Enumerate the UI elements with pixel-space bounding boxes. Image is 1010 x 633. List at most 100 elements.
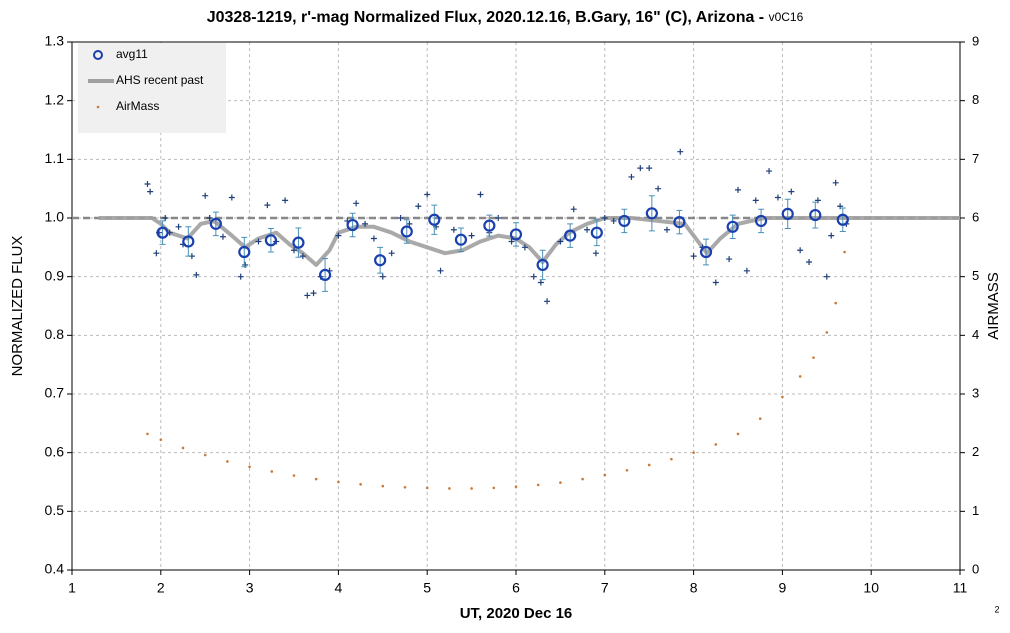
error-bar [349, 212, 356, 238]
y-tick-label: 1.3 [45, 33, 65, 49]
x-tick-label: 1 [68, 580, 76, 596]
y2-tick-label: 3 [972, 385, 979, 400]
data-point [335, 232, 342, 239]
data-point [797, 247, 804, 254]
airmass-point [758, 417, 762, 420]
error-bar [758, 208, 765, 234]
airmass-point [843, 250, 846, 254]
airmass-point [403, 485, 407, 489]
airmass-point [314, 477, 318, 481]
data-point [557, 238, 564, 245]
error-bar [784, 198, 791, 230]
data-point [147, 188, 154, 195]
data-point [537, 279, 544, 286]
avg-point [264, 234, 278, 247]
data-point [162, 215, 169, 221]
avg-point [238, 245, 251, 259]
airmass-point [670, 457, 673, 461]
legend-label: AirMass [116, 99, 159, 113]
airmass-point [603, 473, 607, 477]
error-bar [431, 204, 438, 235]
data-point [379, 273, 386, 280]
error-bar [457, 227, 464, 252]
data-point [646, 165, 653, 172]
airmass-point [381, 484, 385, 488]
data-point [832, 179, 839, 186]
data-point [610, 217, 617, 224]
x-tick-label: 9 [779, 580, 787, 596]
y2-tick-label: 0 [972, 561, 979, 576]
chart-title: J0328-1219, r'-mag Normalized Flux, 2020… [207, 9, 804, 26]
y2-tick-label: 5 [972, 268, 979, 283]
y-tick-label: 0.7 [45, 385, 65, 401]
data-point [202, 192, 209, 199]
airmass-point [825, 331, 829, 334]
avg-point [726, 220, 739, 233]
x-tick-label: 3 [246, 580, 254, 596]
data-point [774, 194, 781, 201]
airmass-point [581, 477, 584, 481]
data-point [362, 220, 369, 227]
y2-tick-label: 8 [972, 92, 979, 107]
x-tick-label: 6 [512, 580, 520, 596]
avg-point [400, 225, 413, 238]
y2-tick-label: 2 [972, 444, 979, 459]
airmass-point [536, 483, 540, 487]
data-point [468, 232, 475, 239]
avg-point [809, 208, 822, 222]
airmass-point [625, 468, 629, 472]
data-point [477, 191, 484, 198]
legend-box [78, 43, 226, 133]
data-point [690, 253, 697, 260]
avg-point [699, 245, 713, 259]
y-tick-label: 1.1 [45, 150, 65, 166]
x-tick-label: 10 [863, 580, 879, 596]
legend-label: avg11 [116, 47, 148, 61]
data-point [264, 202, 271, 209]
avg-point [182, 235, 195, 248]
avg-point [209, 217, 222, 230]
error-bar [539, 249, 546, 281]
data-point [788, 188, 795, 195]
data-point [206, 215, 213, 221]
data-point [299, 253, 306, 260]
avg-point [454, 233, 468, 246]
data-point [424, 191, 431, 198]
avg-point [509, 228, 523, 241]
avg-point [673, 216, 686, 229]
y-tick-label: 0.9 [45, 267, 65, 283]
title-suffix: v0C16 [769, 10, 804, 24]
avg-point [590, 226, 603, 239]
avg-point [781, 207, 794, 220]
y-tick-label: 0.5 [45, 502, 65, 518]
data-point [735, 186, 741, 193]
error-bar [513, 222, 519, 247]
data-point [743, 267, 750, 274]
y2-tick-label: 1 [972, 503, 979, 518]
error-bar [267, 228, 274, 253]
airmass-point [470, 487, 473, 490]
error-bar [648, 195, 655, 232]
avg-point [618, 214, 631, 228]
y2-tick-label: 7 [972, 151, 979, 166]
data-point [450, 226, 457, 233]
error-bar [322, 257, 329, 292]
data-point [726, 256, 733, 263]
data-point [291, 247, 297, 254]
y2-tick-label: 4 [972, 327, 979, 342]
avg-point [346, 218, 359, 232]
data-point [388, 250, 395, 257]
data-point [655, 185, 662, 192]
airmass-point [559, 481, 562, 484]
airmass-point [492, 486, 496, 490]
data-point [508, 238, 515, 245]
airmass-point [647, 463, 651, 467]
data-point [823, 273, 830, 280]
data-point [712, 279, 719, 286]
error-bar [159, 220, 166, 245]
data-point [153, 250, 160, 257]
data-point [752, 197, 759, 204]
avg-point [292, 236, 305, 249]
airmass-point [448, 487, 451, 490]
